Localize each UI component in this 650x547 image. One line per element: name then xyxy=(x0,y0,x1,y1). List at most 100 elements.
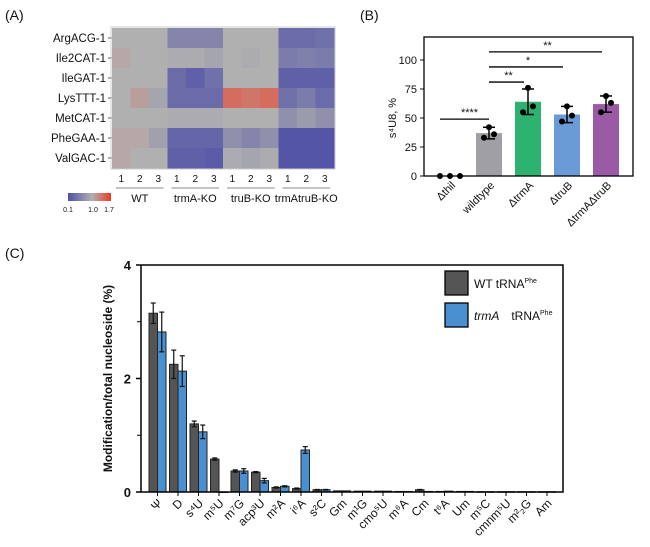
bar-trma xyxy=(177,370,187,493)
bar-wt xyxy=(169,363,179,493)
heatmap-cell xyxy=(278,88,298,109)
heatmap-cell xyxy=(260,48,279,69)
heatmap-cell xyxy=(112,148,131,169)
heatmap-cell xyxy=(260,148,279,169)
heatmap-cell xyxy=(112,68,131,89)
heatmap-cell xyxy=(130,68,150,89)
row-label: ValGAC-1 xyxy=(55,153,106,165)
s4u8-bar-panel: 0 25 50 75 100 s⁴U8, % Δthil wildtype ΔtrmA ΔtruB… xyxy=(387,36,634,229)
heatmap-cell xyxy=(204,28,224,49)
legend-swatch-trma xyxy=(444,302,469,328)
heatmap-cell xyxy=(241,128,261,149)
heatmap-cell xyxy=(297,128,316,149)
heatmap-cell xyxy=(297,28,316,49)
heatmap-cell xyxy=(149,48,168,69)
heatmap-cell xyxy=(186,48,205,69)
heatmap-cell xyxy=(223,28,242,49)
heatmap-cell xyxy=(149,88,168,109)
heatmap-cell xyxy=(241,68,261,89)
bar xyxy=(593,104,619,176)
heatmap-cell xyxy=(241,148,261,169)
heatmap-cell xyxy=(223,108,242,129)
bar xyxy=(476,133,502,176)
heatmap-border xyxy=(110,26,336,170)
panel-label-c: (C) xyxy=(5,245,24,261)
data-point xyxy=(491,131,497,138)
heatmap-cell xyxy=(260,28,279,49)
data-point xyxy=(608,99,614,106)
panel-label-b: (B) xyxy=(360,7,379,23)
heatmap-cell xyxy=(260,128,279,149)
heatmap-cell xyxy=(149,128,168,149)
data-point xyxy=(481,134,487,141)
heatmap-cell xyxy=(149,148,168,169)
y-tick-label: 0 xyxy=(411,171,417,183)
heatmap-cell xyxy=(278,128,298,149)
heatmap-cell xyxy=(204,48,224,69)
heatmap-cell xyxy=(167,108,187,129)
heatmap-cell xyxy=(112,128,131,149)
heatmap-cell xyxy=(297,68,316,89)
heatmap-cell xyxy=(130,88,150,109)
bar-wt xyxy=(210,458,220,493)
colorbar-tick-label: 1.7 xyxy=(104,207,114,214)
legend-superscript: Phe xyxy=(540,310,553,317)
row-label: PheGAA-1 xyxy=(51,133,106,145)
row-label: MetCAT-1 xyxy=(55,113,106,125)
y-axis-label: s⁴U8, % xyxy=(387,98,399,138)
bar-wt xyxy=(148,312,158,493)
data-point xyxy=(603,92,609,99)
x-tick-label: m⁶A xyxy=(385,496,411,522)
heatmap-cell xyxy=(297,48,316,69)
heatmap-cell xyxy=(130,148,150,169)
group-label: trmA-KO xyxy=(174,193,217,205)
heatmap-cell xyxy=(167,28,187,49)
x-tick-label: t⁶A xyxy=(431,496,452,517)
colorbar xyxy=(68,193,111,201)
replicate-label: 2 xyxy=(137,174,143,185)
x-tick-label: ΔtrmA xyxy=(506,179,537,210)
data-point xyxy=(530,103,536,110)
heatmap-cell xyxy=(149,68,168,89)
heatmap-cell xyxy=(241,48,261,69)
heatmap-cell xyxy=(315,28,335,49)
data-point xyxy=(569,112,575,119)
y-tick-label: 75 xyxy=(405,84,417,96)
heatmap-cell xyxy=(167,128,187,149)
heatmap-cell xyxy=(112,108,131,129)
legend-text: WT tRNA xyxy=(474,277,524,291)
x-tick-label: m²₂G xyxy=(504,496,534,526)
heatmap-cell xyxy=(315,128,335,149)
heatmap-cell xyxy=(315,88,335,109)
data-point xyxy=(559,118,565,125)
x-tick-label: Ψ xyxy=(148,496,165,513)
heatmap-cell xyxy=(186,28,205,49)
heatmap-cell xyxy=(112,88,131,109)
heatmap-cell xyxy=(278,68,298,89)
heatmap-cell xyxy=(278,28,298,49)
heatmap-cell xyxy=(315,48,335,69)
bar-trma xyxy=(198,431,208,493)
heatmap-cell xyxy=(167,88,187,109)
row-label: Ile2CAT-1 xyxy=(56,53,106,65)
group-label: truB-KO xyxy=(231,193,271,205)
heatmap-cell xyxy=(204,88,224,109)
row-label: IleGAT-1 xyxy=(61,73,106,85)
heatmap-cell xyxy=(186,108,205,129)
significance-label: ** xyxy=(543,40,552,52)
replicate-label: 1 xyxy=(118,174,124,185)
x-tick-label: ΔtruB xyxy=(547,180,575,208)
replicate-label: 1 xyxy=(174,174,180,185)
heatmap-cell xyxy=(315,68,335,89)
heatmap-cell xyxy=(260,108,279,129)
heatmap-panel: ArgACG-1 Ile2CAT-1 IleGAT-1 LysTTT-1 MetCAT-… xyxy=(51,26,338,214)
heatmap-cell xyxy=(260,68,279,89)
heatmap-cell xyxy=(223,148,242,169)
significance-label: **** xyxy=(461,107,479,119)
heatmap-cell xyxy=(315,148,335,169)
heatmap-cell xyxy=(241,28,261,49)
legend-swatch-wt xyxy=(444,270,469,296)
heatmap-cell xyxy=(241,108,261,129)
